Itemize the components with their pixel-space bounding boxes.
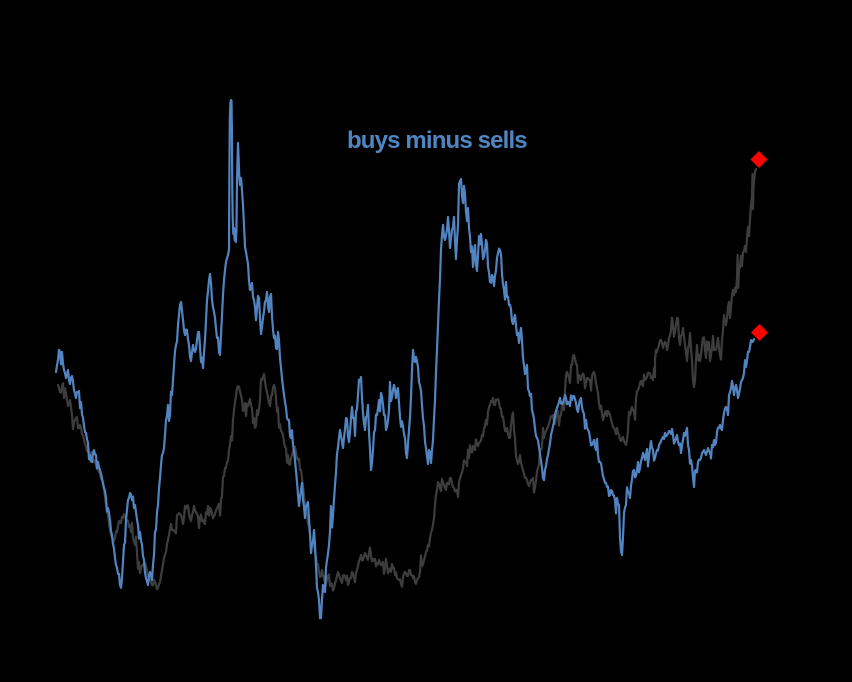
svg-text:buys minus sells: buys minus sells (347, 127, 527, 154)
